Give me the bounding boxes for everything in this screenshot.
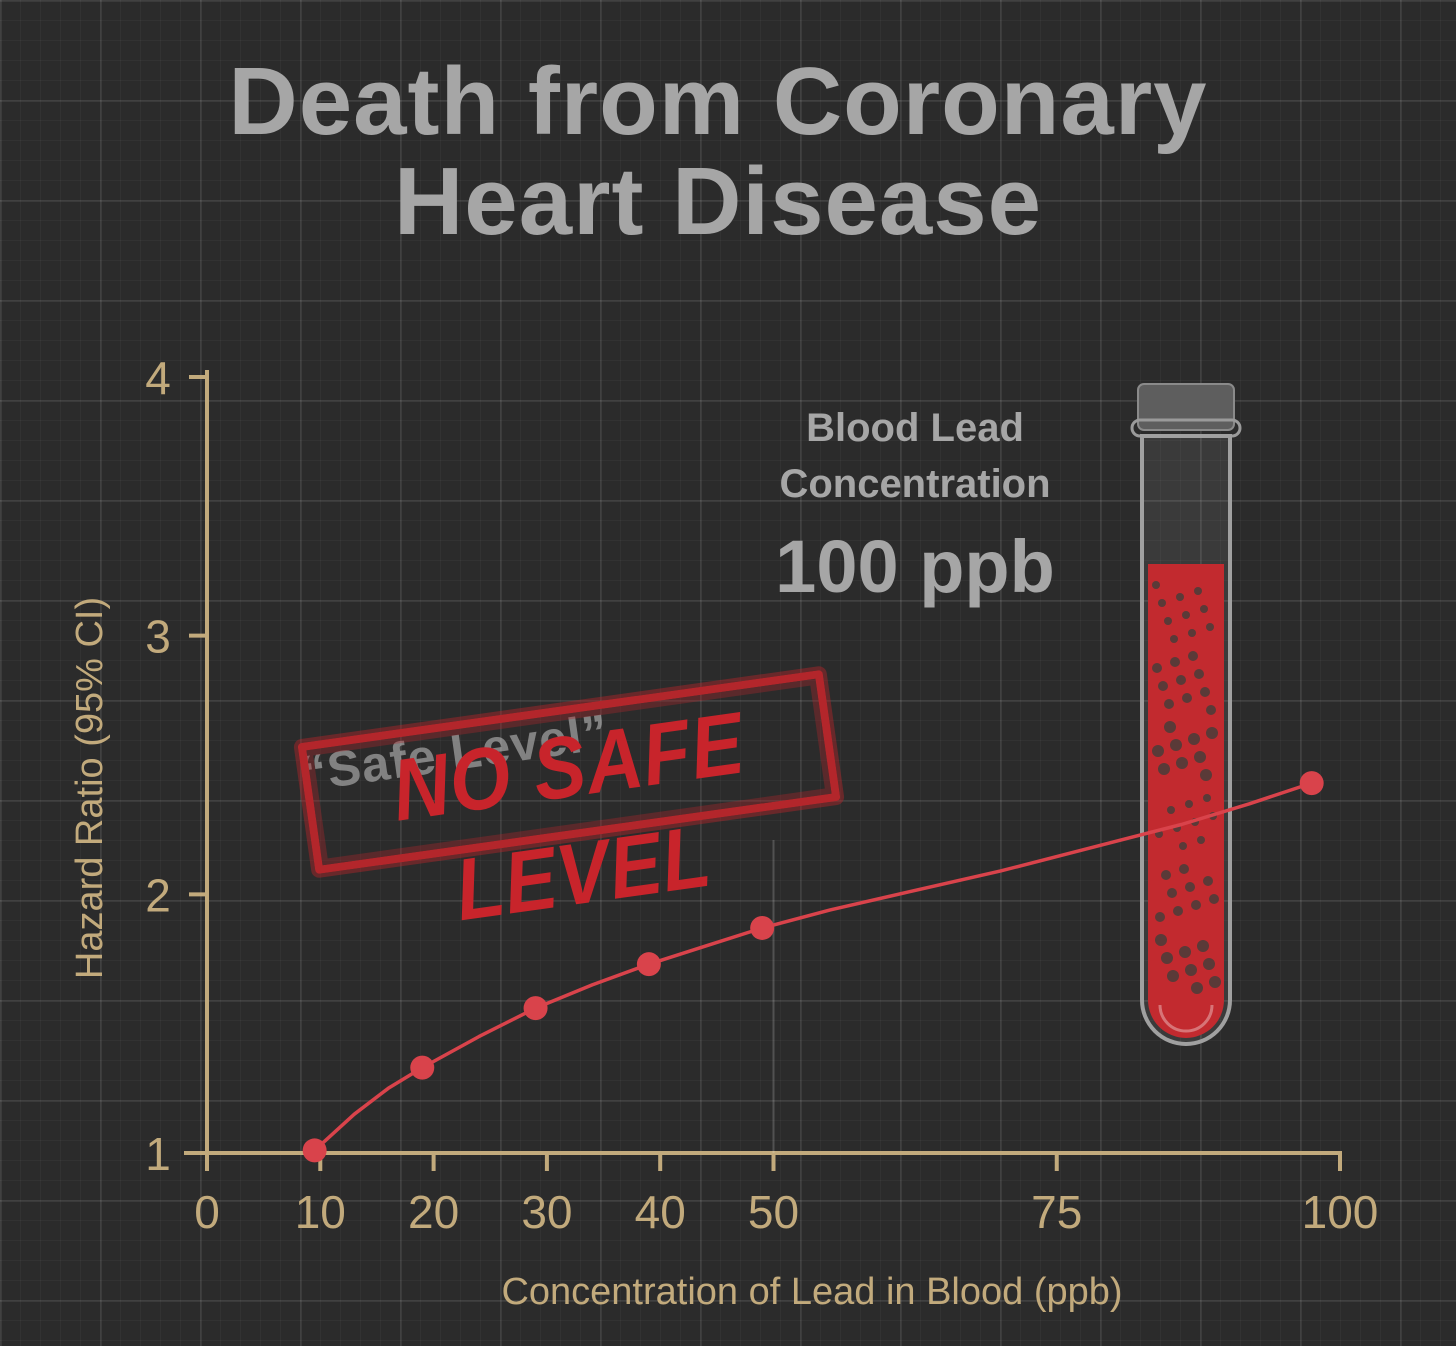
chart-ticks: 0 10 20 30 40 50 75 100 1 2 3 4: [145, 352, 1378, 1238]
blood-cell: [1164, 721, 1176, 733]
blood-cell: [1152, 745, 1164, 757]
chart-series: [302, 771, 1324, 1163]
blood-cell: [1188, 651, 1198, 661]
blood-cell: [1170, 635, 1178, 643]
test-tube-icon: [1130, 383, 1242, 1046]
data-point: [410, 1055, 435, 1080]
blood-cell: [1179, 864, 1189, 874]
blood-cell: [1200, 769, 1212, 781]
blood-cell: [1155, 912, 1165, 922]
blood-cell: [1173, 906, 1183, 916]
blood-cell: [1194, 751, 1206, 763]
blood-cell: [1206, 727, 1218, 739]
blood-lead-label-line-2: Concentration: [779, 462, 1051, 506]
data-point: [636, 952, 661, 977]
blood-cell: [1191, 900, 1201, 910]
blood-lead-label: Blood Lead Concentration: [740, 400, 1090, 512]
title-line-1: Death from Coronary: [228, 48, 1208, 155]
blood-cell: [1203, 794, 1211, 802]
blood-cell: [1167, 806, 1175, 814]
blood-cell: [1185, 800, 1193, 808]
y-axis-label: Hazard Ratio (95% CI): [69, 597, 111, 979]
y-tick-label: 1: [145, 1128, 171, 1180]
blood-cell: [1206, 623, 1214, 631]
blood-cell: [1179, 946, 1191, 958]
blood-cell: [1188, 629, 1196, 637]
blood-cell: [1188, 733, 1200, 745]
blood-cell: [1158, 599, 1166, 607]
blood-cell: [1200, 687, 1210, 697]
x-tick-label: 10: [295, 1186, 346, 1238]
blood-lead-value: 100 ppb: [775, 525, 1055, 608]
blood-cell: [1191, 982, 1203, 994]
blood-cell: [1170, 657, 1180, 667]
blood-cell: [1155, 934, 1167, 946]
blood-cell: [1182, 693, 1192, 703]
blood-cell: [1209, 894, 1219, 904]
y-tick-label: 4: [145, 352, 171, 404]
x-tick-label: 30: [521, 1186, 572, 1238]
blood-lead-label-line-1: Blood Lead: [806, 406, 1024, 450]
blood-cell: [1152, 581, 1160, 589]
blood-cell: [1203, 958, 1215, 970]
x-tick-label: 0: [194, 1186, 220, 1238]
blood-cell: [1170, 739, 1182, 751]
x-tick-label: 50: [748, 1186, 799, 1238]
blood-cell: [1176, 593, 1184, 601]
x-tick-label: 40: [635, 1186, 686, 1238]
x-tick-label: 20: [408, 1186, 459, 1238]
chart-axes: [184, 370, 1342, 1155]
blood-cell: [1179, 842, 1187, 850]
blood-cell: [1161, 870, 1171, 880]
x-tick-label: 100: [1302, 1186, 1379, 1238]
blood-cell: [1164, 699, 1174, 709]
blood-cell: [1182, 611, 1190, 619]
tube-blood: [1148, 564, 1224, 1038]
blood-cell: [1158, 681, 1168, 691]
blood-cell: [1167, 888, 1177, 898]
blood-cell: [1152, 663, 1162, 673]
x-tick-label: 75: [1031, 1186, 1082, 1238]
data-point: [302, 1138, 327, 1163]
blood-cell: [1203, 876, 1213, 886]
blood-cell: [1185, 882, 1195, 892]
blood-cell: [1197, 940, 1209, 952]
blood-cell: [1164, 617, 1172, 625]
tube-cork: [1137, 383, 1235, 431]
tube-highlight: [1158, 1004, 1214, 1033]
data-point: [1299, 771, 1324, 796]
blood-cell: [1176, 757, 1188, 769]
blood-cell: [1209, 976, 1221, 988]
blood-cell: [1194, 587, 1202, 595]
axis-labels: Concentration of Lead in Blood (ppb) Haz…: [69, 597, 1123, 1313]
series-line: [313, 781, 1313, 1152]
blood-cell: [1194, 669, 1204, 679]
blood-cell: [1176, 675, 1186, 685]
blood-cell: [1197, 836, 1205, 844]
blood-cell: [1206, 705, 1216, 715]
blood-cell: [1161, 952, 1173, 964]
blood-cell: [1158, 763, 1170, 775]
data-point: [523, 996, 548, 1021]
blood-cell: [1167, 970, 1179, 982]
title-line-2: Heart Disease: [393, 148, 1043, 255]
y-tick-label: 3: [145, 611, 171, 663]
x-axis-label: Concentration of Lead in Blood (ppb): [501, 1271, 1122, 1313]
chart-title: Death from Coronary Heart Disease: [0, 52, 1436, 252]
blood-cell: [1185, 964, 1197, 976]
blood-cell: [1200, 605, 1208, 613]
y-tick-label: 2: [145, 869, 171, 921]
data-point: [750, 915, 775, 940]
